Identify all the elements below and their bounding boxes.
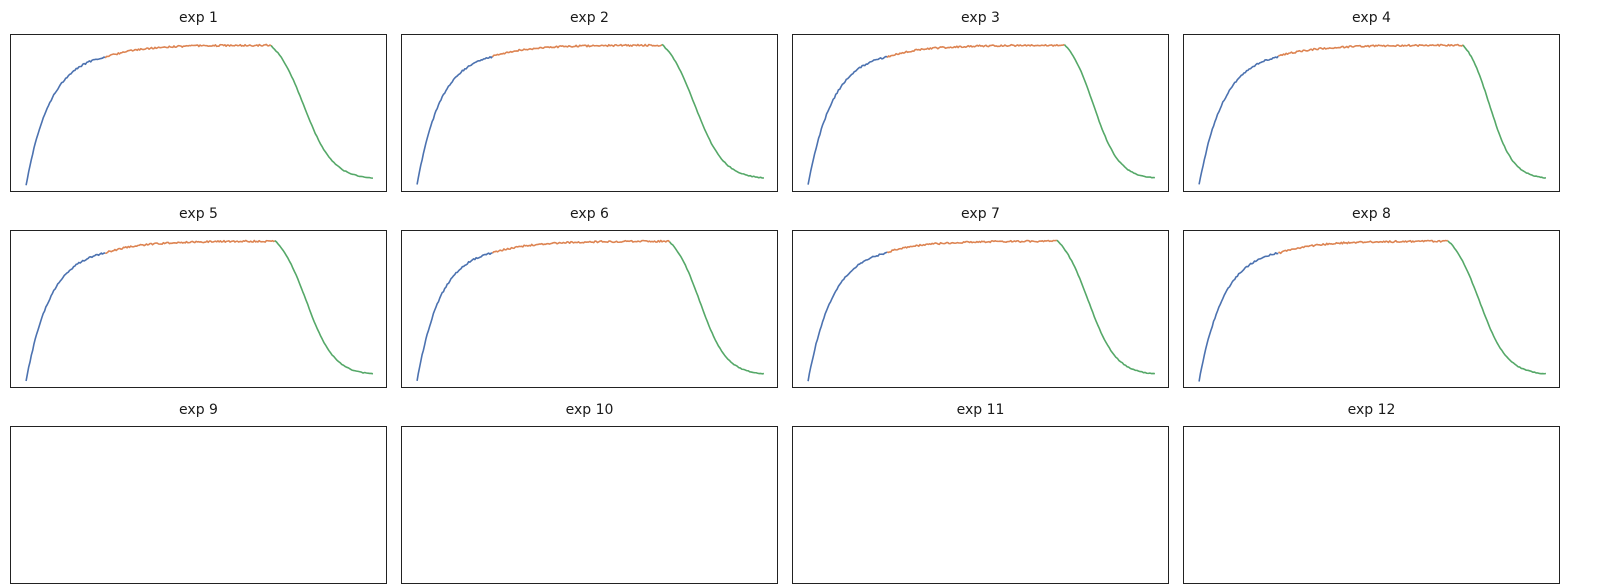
series-line-phase-3 <box>661 43 764 179</box>
series-line-phase-2 <box>1278 43 1464 57</box>
series-line-phase-3 <box>669 241 765 375</box>
series-line-phase-3 <box>1462 44 1547 179</box>
plot-svg <box>793 427 1170 585</box>
subplot-7: exp 7 <box>792 206 1169 388</box>
series-line-phase-1 <box>25 252 106 382</box>
plot-svg <box>1198 43 1547 185</box>
subplot-title: exp 11 <box>956 402 1005 418</box>
plot-area <box>401 426 778 584</box>
series-line-phase-1 <box>416 55 494 185</box>
subplot-4: exp 4 <box>1183 10 1560 192</box>
subplot-title: exp 7 <box>961 206 1000 222</box>
series-line-phase-1 <box>807 251 888 382</box>
subplot-3: exp 3 <box>792 10 1169 192</box>
plot-area <box>10 426 387 584</box>
subplot-title: exp 6 <box>570 206 609 222</box>
series-line-phase-1 <box>416 252 493 382</box>
series-line-phase-2 <box>491 239 671 254</box>
plot-svg <box>807 239 1156 382</box>
plot-area <box>401 34 778 192</box>
subplot-2: exp 2 <box>401 10 778 192</box>
series-line-phase-3 <box>1063 44 1155 179</box>
plot-svg <box>25 239 374 382</box>
series-line-phase-3 <box>270 45 374 179</box>
subplot-6: exp 6 <box>401 206 778 388</box>
plot-area <box>401 230 778 388</box>
plot-svg <box>807 43 1155 185</box>
plot-area <box>792 230 1169 388</box>
plot-svg <box>11 427 388 585</box>
subplot-title: exp 4 <box>1352 10 1391 26</box>
subplot-title: exp 10 <box>565 402 614 418</box>
subplot-5: exp 5 <box>10 206 387 388</box>
subplot-title: exp 1 <box>179 10 218 26</box>
series-line-phase-2 <box>104 43 272 59</box>
plot-area <box>1183 426 1560 584</box>
plot-area <box>1183 34 1560 192</box>
plot-svg <box>1198 239 1547 382</box>
series-line-phase-3 <box>274 240 374 375</box>
subplot-11: exp 11 <box>792 402 1169 584</box>
series-line-phase-2 <box>886 43 1065 59</box>
plot-area <box>792 426 1169 584</box>
subplot-9: exp 9 <box>10 402 387 584</box>
plot-area <box>1183 230 1560 388</box>
plot-svg <box>416 239 765 382</box>
series-line-phase-1 <box>1198 55 1279 185</box>
plot-svg <box>402 427 779 585</box>
subplot-10: exp 10 <box>401 402 778 584</box>
plot-svg <box>416 43 764 185</box>
subplot-12: exp 12 <box>1183 402 1560 584</box>
subplot-title: exp 8 <box>1352 206 1391 222</box>
subplot-title: exp 2 <box>570 10 609 26</box>
series-line-phase-2 <box>491 43 663 58</box>
plot-area <box>792 34 1169 192</box>
subplot-title: exp 5 <box>179 206 218 222</box>
subplot-8: exp 8 <box>1183 206 1560 388</box>
subplot-1: exp 1 <box>10 10 387 192</box>
series-line-phase-3 <box>1056 239 1156 375</box>
series-line-phase-1 <box>807 55 888 185</box>
series-line-phase-2 <box>1278 239 1448 255</box>
plot-svg <box>25 43 374 186</box>
plot-svg <box>1184 427 1561 585</box>
plot-area <box>10 34 387 192</box>
series-line-phase-1 <box>25 56 106 186</box>
subplot-title: exp 3 <box>961 10 1000 26</box>
series-line-phase-2 <box>886 239 1057 254</box>
series-line-phase-3 <box>1447 240 1547 375</box>
series-line-phase-2 <box>105 239 276 255</box>
subplot-title: exp 9 <box>179 402 218 418</box>
plot-area <box>10 230 387 388</box>
series-line-phase-1 <box>1198 251 1279 382</box>
subplot-title: exp 12 <box>1347 402 1396 418</box>
